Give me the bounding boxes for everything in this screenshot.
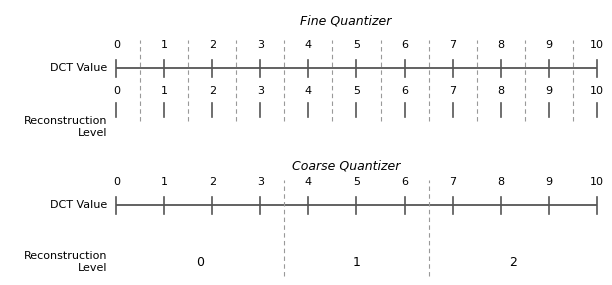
Text: 1: 1 xyxy=(353,256,360,269)
Text: 2: 2 xyxy=(209,40,216,50)
Text: 0: 0 xyxy=(113,86,120,96)
Text: DCT Value: DCT Value xyxy=(50,200,107,210)
Text: DCT Value: DCT Value xyxy=(50,63,107,74)
Text: 2: 2 xyxy=(209,86,216,96)
Text: 7: 7 xyxy=(449,40,456,50)
Text: 5: 5 xyxy=(353,86,360,96)
Text: 6: 6 xyxy=(401,86,408,96)
Text: 7: 7 xyxy=(449,86,456,96)
Text: 9: 9 xyxy=(545,86,552,96)
Text: 9: 9 xyxy=(545,40,552,50)
Text: 6: 6 xyxy=(401,40,408,50)
Text: 8: 8 xyxy=(497,86,504,96)
Text: 2: 2 xyxy=(209,177,216,187)
Text: 2: 2 xyxy=(509,256,517,269)
Text: 4: 4 xyxy=(305,40,312,50)
Text: Reconstruction
Level: Reconstruction Level xyxy=(24,116,107,138)
Text: Fine Quantizer: Fine Quantizer xyxy=(300,14,392,27)
Text: 3: 3 xyxy=(257,86,264,96)
Text: 9: 9 xyxy=(545,177,552,187)
Text: 1: 1 xyxy=(161,177,168,187)
Text: 3: 3 xyxy=(257,40,264,50)
Text: 8: 8 xyxy=(497,40,504,50)
Text: 7: 7 xyxy=(449,177,456,187)
Text: Coarse Quantizer: Coarse Quantizer xyxy=(291,160,400,173)
Text: 0: 0 xyxy=(196,256,204,269)
Text: 6: 6 xyxy=(401,177,408,187)
Text: 4: 4 xyxy=(305,86,312,96)
Text: 10: 10 xyxy=(590,86,603,96)
Text: 5: 5 xyxy=(353,177,360,187)
Text: 5: 5 xyxy=(353,40,360,50)
Text: 8: 8 xyxy=(497,177,504,187)
Text: 10: 10 xyxy=(590,40,603,50)
Text: 1: 1 xyxy=(161,40,168,50)
Text: 0: 0 xyxy=(113,40,120,50)
Text: 10: 10 xyxy=(590,177,603,187)
Text: 0: 0 xyxy=(113,177,120,187)
Text: 1: 1 xyxy=(161,86,168,96)
Text: Reconstruction
Level: Reconstruction Level xyxy=(24,251,107,273)
Text: 4: 4 xyxy=(305,177,312,187)
Text: 3: 3 xyxy=(257,177,264,187)
